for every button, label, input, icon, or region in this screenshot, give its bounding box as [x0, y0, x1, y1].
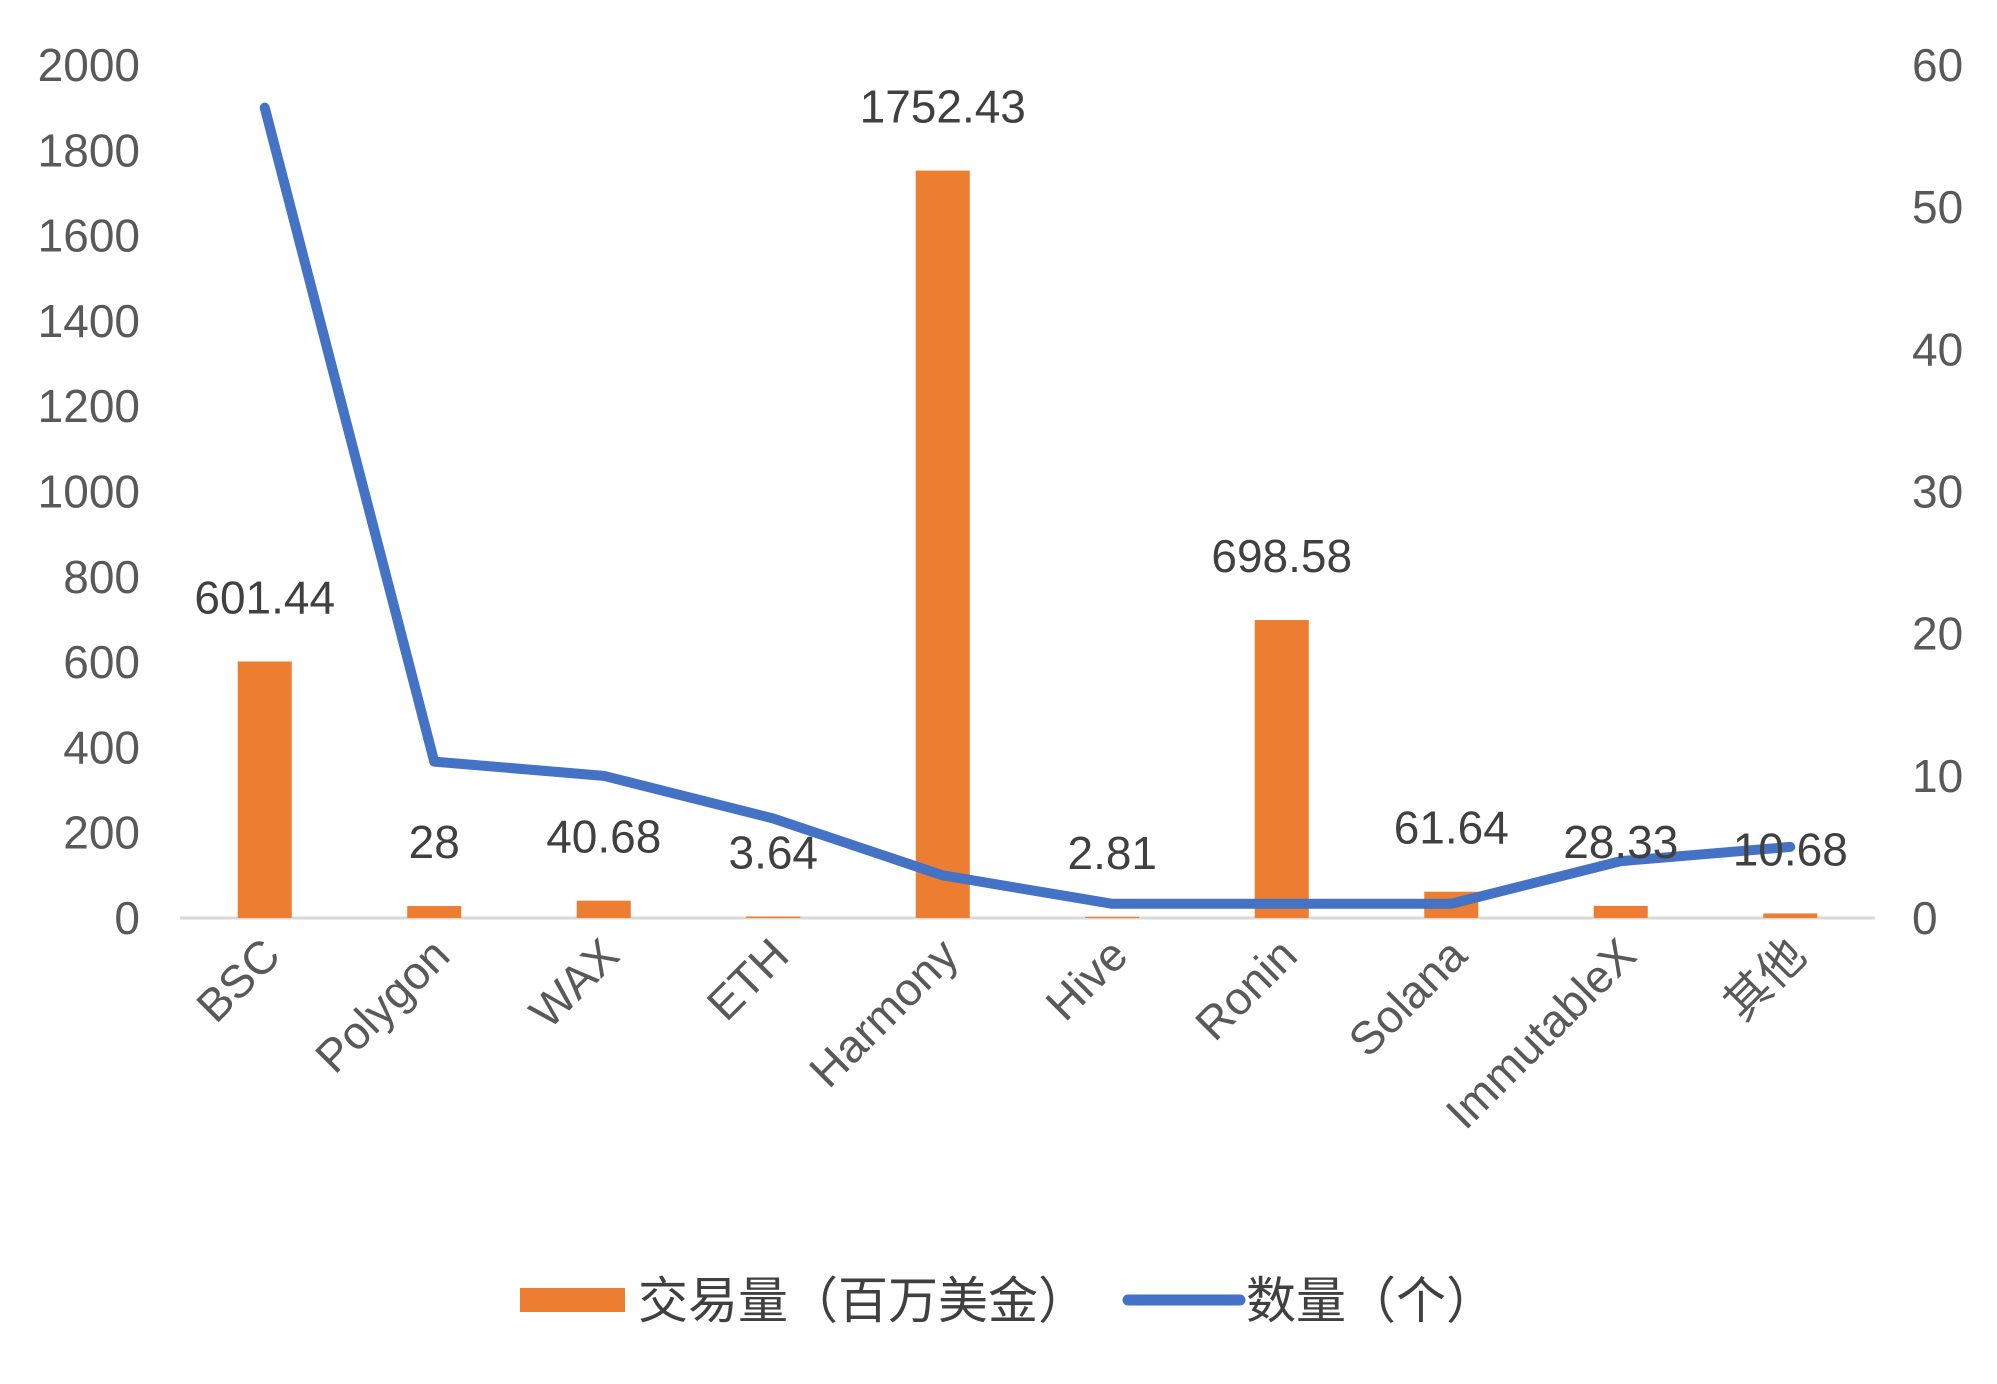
y-left-tick-label: 1000	[38, 466, 140, 518]
bar-data-label: 61.64	[1394, 802, 1509, 854]
line-group	[259, 102, 1796, 909]
bars-group	[237, 170, 1818, 918]
bar	[576, 900, 631, 918]
y-right-tick-label: 30	[1912, 466, 1963, 518]
y-left-tick-label: 600	[63, 636, 140, 688]
bar	[237, 661, 292, 918]
x-category-label: Harmony	[799, 928, 968, 1097]
line-point	[1619, 860, 1622, 863]
bar-data-label: 601.44	[194, 571, 335, 623]
y-right-tick-label: 60	[1912, 39, 1963, 91]
line-point	[263, 106, 266, 109]
y-right-tick-label: 20	[1912, 608, 1963, 660]
y-left-tick-label: 2000	[38, 39, 140, 91]
line-point	[1450, 902, 1453, 905]
y-left-tick-label: 800	[63, 551, 140, 603]
x-category-label: BSC	[186, 928, 290, 1032]
line-point	[941, 874, 944, 877]
y-left-tick-label: 1200	[38, 380, 140, 432]
x-category-label: ETH	[696, 928, 798, 1030]
x-category-label: Ronin	[1185, 928, 1307, 1050]
bar	[1593, 905, 1648, 918]
y-right-tick-label: 0	[1912, 892, 1938, 944]
bar	[1085, 916, 1140, 918]
line-point	[433, 760, 436, 763]
legend-swatch-bar	[520, 1288, 625, 1312]
bar	[1254, 620, 1309, 918]
y-right-tick-label: 50	[1912, 181, 1963, 233]
y-right-tick-label: 40	[1912, 323, 1963, 375]
y-right-tick-label: 10	[1912, 750, 1963, 802]
data-labels-group: 601.44 28 40.68 3.64 1752.43 2.81 698.58 61.64 2…	[194, 81, 1847, 879]
line-point	[772, 817, 775, 820]
y-left-tick-label: 1800	[38, 124, 140, 176]
series-line	[259, 102, 1796, 909]
x-category-label: 其他	[1713, 928, 1815, 1030]
bar	[746, 916, 801, 918]
y-left-tick-label: 400	[63, 721, 140, 773]
line-point	[1111, 902, 1114, 905]
bar-data-label: 2.81	[1067, 827, 1157, 879]
legend-label-line: 数量（个）	[1246, 1272, 1496, 1330]
bar-data-label: 28	[409, 816, 460, 868]
bar-data-label: 1752.43	[860, 81, 1026, 133]
x-category-label: Hive	[1035, 928, 1137, 1030]
y-left-tick-label: 0	[114, 892, 140, 944]
legend: 交易量（百万美金） 数量（个）	[520, 1272, 1496, 1330]
bar-data-label: 40.68	[546, 811, 661, 863]
line-point	[1789, 845, 1792, 848]
bar	[915, 170, 970, 918]
x-category-label: Polygon	[305, 928, 459, 1082]
y-left-tick-label: 1400	[38, 295, 140, 347]
x-category-label: WAX	[519, 928, 629, 1038]
bar-data-label: 698.58	[1211, 530, 1352, 582]
bar-data-label: 10.68	[1733, 823, 1848, 875]
bar-data-label: 28.33	[1563, 816, 1678, 868]
x-category-label: Solana	[1338, 928, 1476, 1066]
bar	[1763, 913, 1818, 918]
y-left-tick-label: 1600	[38, 210, 140, 262]
line-point	[1280, 902, 1283, 905]
bar-data-label: 3.64	[728, 826, 818, 878]
legend-label-bar: 交易量（百万美金）	[638, 1272, 1088, 1330]
y-left-tick-label: 200	[63, 807, 140, 859]
bar	[407, 906, 462, 918]
line-point	[602, 774, 605, 777]
